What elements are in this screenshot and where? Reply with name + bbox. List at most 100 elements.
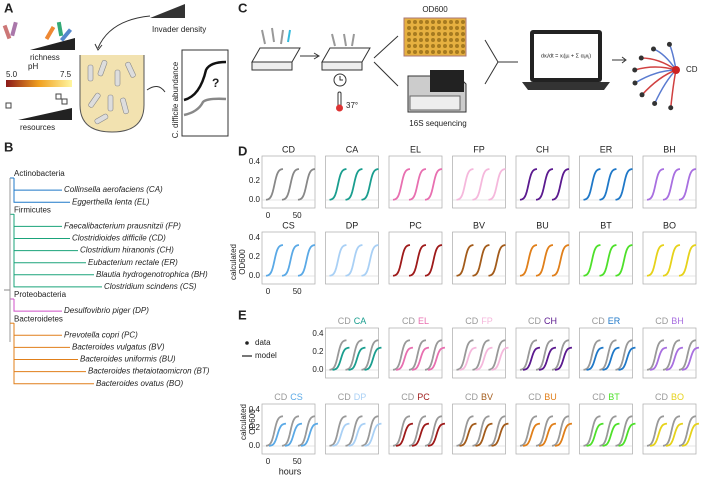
strain-name: DP — [354, 392, 367, 402]
model-curve — [535, 415, 554, 447]
strain-name: EL — [418, 316, 429, 326]
strain-name: BU — [544, 392, 557, 402]
model-curve — [361, 415, 379, 447]
model-curve — [602, 422, 620, 447]
model-curve — [408, 244, 427, 277]
x-tick-label: 50 — [293, 211, 302, 220]
model-curve — [345, 244, 363, 277]
model-curve — [662, 415, 681, 447]
well — [425, 44, 429, 48]
well — [437, 26, 441, 30]
plot-title: CD BH — [655, 316, 684, 326]
model-curve — [345, 168, 363, 201]
x-tick-label: 0 — [266, 287, 271, 296]
y-tick-label: 0.0 — [249, 271, 261, 280]
panel-b: Actinobacteria Collinsella aerofaciens (C… — [4, 169, 210, 388]
well — [413, 26, 417, 30]
well — [407, 50, 411, 54]
model-curve — [615, 415, 633, 447]
node-label: CD — [686, 65, 698, 74]
base-name: CD — [338, 392, 351, 402]
plot-box — [388, 327, 443, 379]
plot-title: CH — [536, 144, 549, 154]
base-name: CD — [338, 316, 351, 326]
model-curve — [488, 168, 506, 201]
plot-title: BU — [536, 220, 549, 230]
plot-box — [388, 403, 443, 455]
legend-dot — [245, 341, 249, 345]
model-curve — [551, 244, 570, 277]
well — [419, 20, 423, 24]
plot-title: CS — [282, 220, 295, 230]
model-curve — [395, 346, 414, 371]
plot-box — [579, 327, 633, 379]
well — [407, 32, 411, 36]
y-tick-label: 0.4 — [312, 329, 324, 338]
plot-title: BO — [663, 220, 676, 230]
base-name: CD — [402, 316, 415, 326]
panel-d: CD 0.0 0.2 0.4 0 50 CA EL FP CH ER BH CS 0.0 0.2 0.4 0 50… — [229, 144, 697, 296]
well — [461, 44, 465, 48]
strain-name: ER — [608, 316, 621, 326]
model-curve — [395, 422, 414, 447]
model-curve — [599, 168, 617, 201]
model-curve — [297, 168, 316, 201]
model-curve — [332, 346, 350, 371]
model-curve — [583, 415, 601, 447]
model-curve — [599, 244, 617, 277]
plot-title: CD BO — [655, 392, 684, 402]
species-name: Blautia hydrogenotrophica (BH) — [96, 270, 208, 279]
model-curve — [281, 168, 300, 201]
model-curve — [424, 339, 443, 371]
node — [652, 101, 658, 107]
y-axis-label: calculated — [229, 244, 238, 280]
y-axis-label: OD600 — [248, 409, 257, 435]
plot-box — [452, 231, 506, 285]
strain-name: CA — [354, 316, 367, 326]
well — [413, 20, 417, 24]
y-tick-label: 0.0 — [249, 195, 261, 204]
model-curve — [411, 422, 430, 447]
model-curve — [297, 244, 316, 277]
plot-box — [515, 327, 570, 379]
base-name: CD — [592, 392, 605, 402]
model-curve — [297, 415, 316, 447]
plot-title: CD CH — [528, 316, 557, 326]
plot-box — [325, 155, 379, 209]
panel-label: C — [238, 0, 248, 15]
well — [455, 26, 459, 30]
well — [407, 38, 411, 42]
group-name: Firmicutes — [14, 205, 51, 214]
model-curve — [583, 244, 601, 277]
model-curve — [475, 346, 493, 371]
model-curve — [665, 346, 684, 371]
invader-label: Invader density — [152, 25, 206, 34]
plot-box — [261, 403, 316, 455]
strain-name: PC — [417, 392, 430, 402]
well — [443, 32, 447, 36]
species-name: Collinsella aerofaciens (CA) — [64, 185, 163, 194]
base-name: CD — [592, 316, 605, 326]
well — [449, 20, 453, 24]
well — [413, 38, 417, 42]
panel-a: richness pH 5.0 7.5 resources Invader de… — [2, 4, 229, 138]
plot-title: ER — [600, 144, 613, 154]
model-curve — [332, 422, 350, 447]
model-curve — [459, 346, 477, 371]
base-name: CD — [465, 392, 478, 402]
model-curve — [364, 346, 382, 371]
node — [666, 41, 672, 47]
model-curve — [678, 415, 697, 447]
model-curve — [411, 346, 430, 371]
model-curve — [519, 339, 538, 371]
well — [407, 20, 411, 24]
model-curve — [535, 339, 554, 371]
plot-box — [515, 403, 570, 455]
model-curve — [408, 168, 427, 201]
model-curve — [586, 422, 604, 447]
well — [443, 50, 447, 54]
model-curve — [456, 339, 474, 371]
plot-title: CD DP — [338, 392, 367, 402]
well — [455, 20, 459, 24]
model-curve — [456, 244, 474, 277]
